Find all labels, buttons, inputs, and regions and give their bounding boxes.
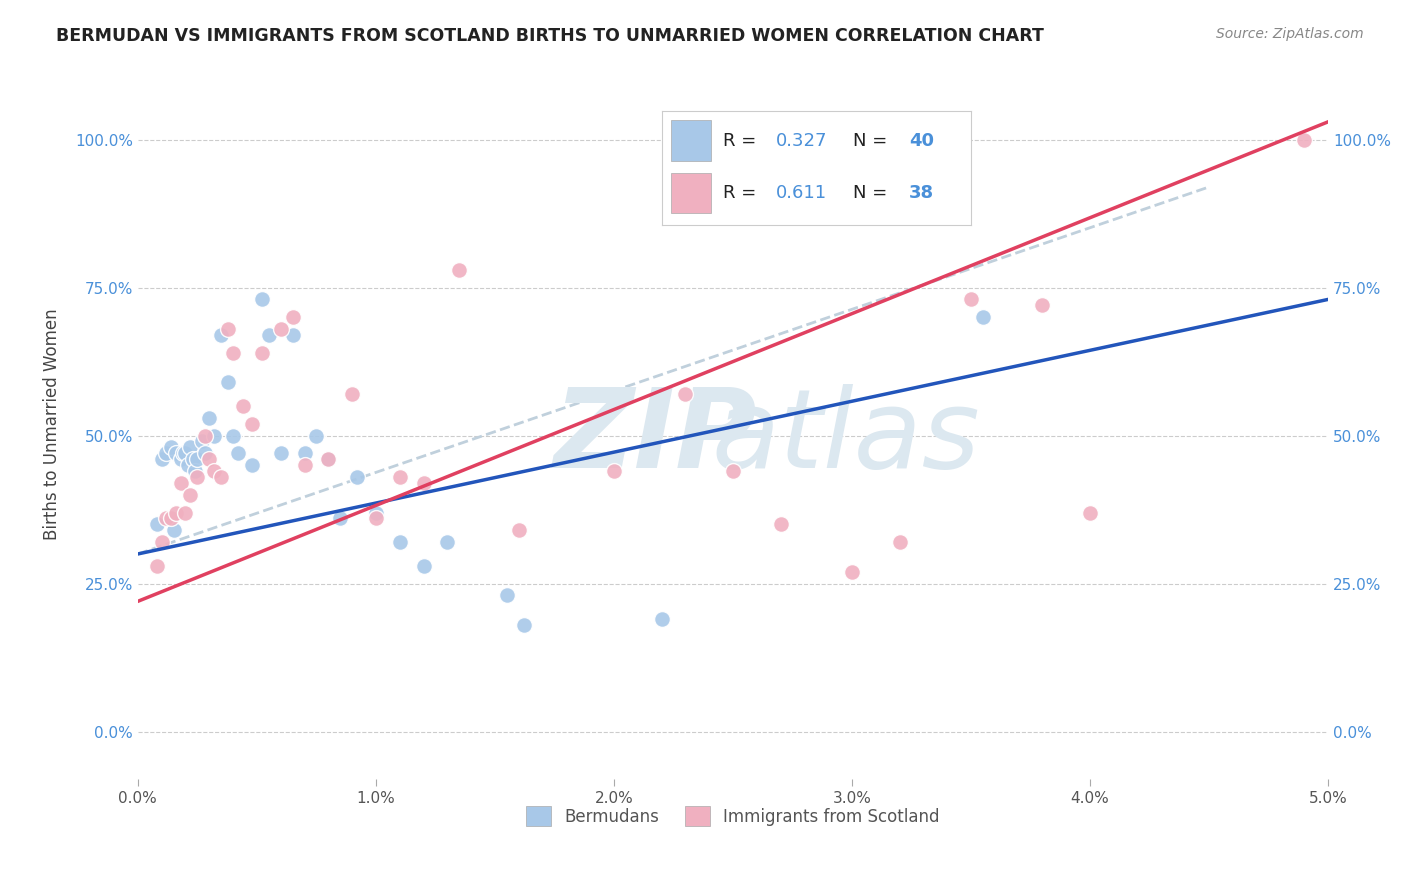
Point bbox=[181, 452, 204, 467]
Y-axis label: Births to Unmarried Women: Births to Unmarried Women bbox=[44, 308, 60, 540]
Point bbox=[364, 506, 387, 520]
Point bbox=[217, 322, 239, 336]
Point bbox=[226, 446, 249, 460]
Point bbox=[186, 470, 208, 484]
Text: ZIP: ZIP bbox=[554, 384, 758, 491]
Point bbox=[721, 464, 744, 478]
Point bbox=[1031, 298, 1053, 312]
Point bbox=[512, 618, 534, 632]
Point bbox=[146, 517, 169, 532]
Point bbox=[160, 441, 183, 455]
Point bbox=[257, 327, 280, 342]
Point bbox=[841, 565, 863, 579]
Point bbox=[222, 428, 245, 442]
Point bbox=[281, 327, 304, 342]
Point bbox=[160, 511, 183, 525]
Point bbox=[240, 417, 263, 431]
Point bbox=[179, 441, 201, 455]
Point bbox=[222, 345, 245, 359]
Point bbox=[150, 535, 173, 549]
Point bbox=[412, 558, 434, 573]
Point bbox=[170, 452, 193, 467]
Point bbox=[294, 458, 316, 472]
Legend: Bermudans, Immigrants from Scotland: Bermudans, Immigrants from Scotland bbox=[519, 797, 948, 835]
Point bbox=[1294, 132, 1316, 146]
Point bbox=[449, 262, 471, 277]
Text: BERMUDAN VS IMMIGRANTS FROM SCOTLAND BIRTHS TO UNMARRIED WOMEN CORRELATION CHART: BERMUDAN VS IMMIGRANTS FROM SCOTLAND BIR… bbox=[56, 27, 1045, 45]
Point bbox=[191, 434, 214, 449]
Point bbox=[250, 293, 273, 307]
Point bbox=[174, 506, 197, 520]
Point bbox=[436, 535, 458, 549]
Point bbox=[184, 464, 207, 478]
Point bbox=[198, 452, 221, 467]
Point bbox=[172, 446, 194, 460]
Point bbox=[1078, 506, 1101, 520]
Point bbox=[495, 588, 517, 602]
Point bbox=[412, 475, 434, 490]
Point bbox=[209, 327, 232, 342]
Point bbox=[165, 506, 187, 520]
Point bbox=[202, 428, 225, 442]
Point bbox=[202, 464, 225, 478]
Point bbox=[340, 387, 363, 401]
Point bbox=[165, 446, 187, 460]
Point bbox=[250, 345, 273, 359]
Point bbox=[155, 511, 177, 525]
Point bbox=[889, 535, 911, 549]
Point bbox=[198, 410, 221, 425]
Point bbox=[193, 446, 215, 460]
Point bbox=[972, 310, 994, 325]
Point bbox=[162, 523, 184, 537]
Point bbox=[346, 470, 368, 484]
Point bbox=[388, 535, 411, 549]
Point bbox=[217, 376, 239, 390]
Point bbox=[146, 558, 169, 573]
Point bbox=[329, 511, 352, 525]
Point bbox=[769, 517, 792, 532]
Point bbox=[305, 428, 328, 442]
Point bbox=[270, 322, 292, 336]
Point bbox=[651, 612, 673, 626]
Point bbox=[318, 452, 340, 467]
Text: Source: ZipAtlas.com: Source: ZipAtlas.com bbox=[1216, 27, 1364, 41]
Point bbox=[318, 452, 340, 467]
Point bbox=[388, 470, 411, 484]
Point bbox=[177, 458, 200, 472]
Point bbox=[179, 488, 201, 502]
Point bbox=[270, 446, 292, 460]
Point bbox=[281, 310, 304, 325]
Point bbox=[364, 511, 387, 525]
Text: atlas: atlas bbox=[711, 384, 980, 491]
Point bbox=[209, 470, 232, 484]
Point bbox=[155, 446, 177, 460]
Point bbox=[508, 523, 530, 537]
Point bbox=[294, 446, 316, 460]
Point bbox=[240, 458, 263, 472]
Point bbox=[174, 446, 197, 460]
Point bbox=[186, 452, 208, 467]
Point bbox=[960, 293, 983, 307]
Point bbox=[603, 464, 626, 478]
Point bbox=[193, 428, 215, 442]
Point bbox=[170, 475, 193, 490]
Point bbox=[673, 387, 696, 401]
Point bbox=[232, 399, 254, 413]
Point bbox=[150, 452, 173, 467]
